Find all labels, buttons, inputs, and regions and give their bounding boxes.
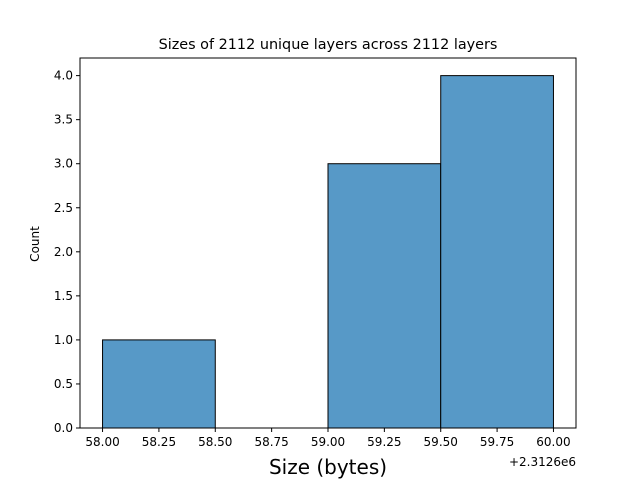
y-ticks-group: 0.0 0.5 1.0 1.5 2.0 2.5 3.0 3.5 4.0 [54,69,80,435]
x-tick-label-0: 58.00 [85,435,119,449]
x-ticks-group: 58.00 58.25 58.50 58.75 59.00 59.25 59.50 59.75… [85,428,571,449]
x-tick-label-4: 59.00 [311,435,345,449]
x-axis-offset-label: +2.3126e6 [509,455,576,469]
y-axis-label: Count [28,226,42,262]
histogram-bar-3 [440,75,554,429]
histogram-bar-2 [327,163,442,429]
y-tick-label-3: 1.5 [54,289,73,303]
x-axis-label: Size (bytes) [269,455,387,479]
bars-group [102,75,554,429]
x-tick-label-5: 59.25 [367,435,401,449]
chart-title: Sizes of 2112 unique layers across 2112 … [159,37,498,53]
x-tick-label-7: 59.75 [480,435,514,449]
y-tick-label-2: 1.0 [54,333,73,347]
y-tick-label-5: 2.5 [54,201,73,215]
x-tick-label-2: 58.50 [198,435,232,449]
y-tick-label-1: 0.5 [54,377,73,391]
y-tick-label-7: 3.5 [54,113,73,127]
plot-frame [79,57,577,429]
x-tick-label-3: 58.75 [254,435,288,449]
y-tick-label-4: 2.0 [54,245,73,259]
histogram-bar-0 [102,339,216,429]
y-tick-label-0: 0.0 [54,421,73,435]
x-tick-label-6: 59.50 [424,435,458,449]
x-tick-label-8: 60.00 [536,435,570,449]
y-tick-label-6: 3.0 [54,157,73,171]
x-tick-label-1: 58.25 [142,435,176,449]
y-tick-label-8: 4.0 [54,69,73,83]
